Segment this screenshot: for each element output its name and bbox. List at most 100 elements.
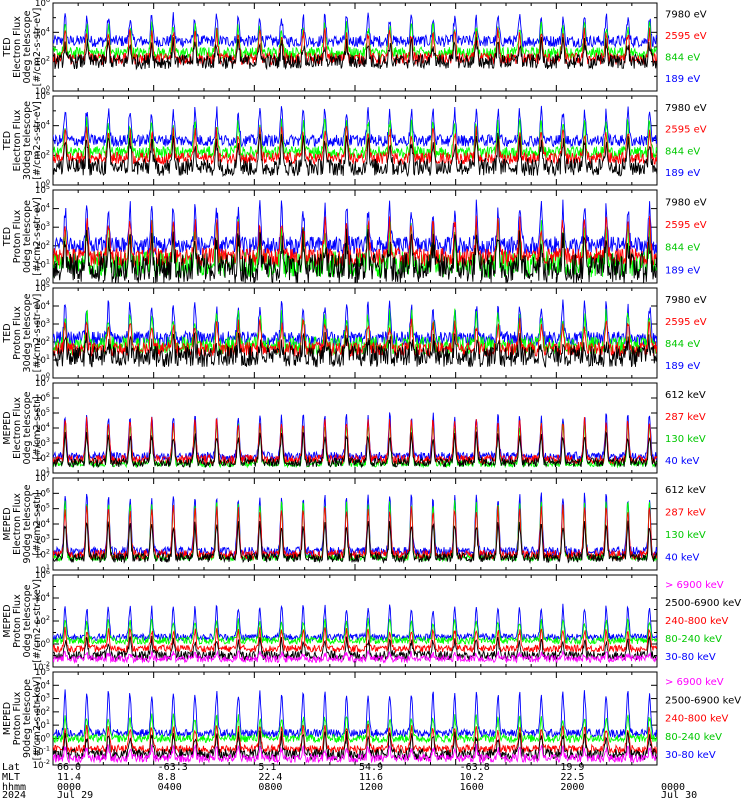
traces xyxy=(53,689,657,764)
series-line xyxy=(53,105,657,148)
series-line xyxy=(53,492,657,558)
footer-mlt: 11.4 xyxy=(57,772,81,783)
footer-mlt: 22.4 xyxy=(258,772,282,783)
legend-entry: 189 eV xyxy=(665,265,700,276)
legend-entry: 844 eV xyxy=(665,146,700,157)
footer-mlt: 8.8 xyxy=(158,772,176,783)
legend-entry: 287 keV xyxy=(665,508,706,519)
footer-lat: -63.3 xyxy=(158,762,188,773)
footer-row-label: Lat xyxy=(2,762,20,773)
series-line xyxy=(53,743,657,764)
legend-entry: > 6900 keV xyxy=(665,677,724,688)
legend-entry: 189 eV xyxy=(665,168,700,179)
series-line xyxy=(53,21,657,61)
footer-date: Jul 30 xyxy=(661,790,697,800)
footer-hhmm: 1200 xyxy=(359,782,383,793)
legend-entry: 7980 eV xyxy=(665,103,707,114)
y-axis-label: MEPEDProton Flux90deg telescope[#/cm2-s-… xyxy=(2,677,43,761)
series-line xyxy=(53,117,657,160)
y-axis-label: TEDProton Flux0deg telescope[#/cm2-s-str… xyxy=(2,197,43,276)
series-line xyxy=(53,299,657,348)
legend-entry: 612 keV xyxy=(665,485,706,496)
footer-hhmm: 0000 xyxy=(57,782,81,793)
legend-entry: 612 keV xyxy=(665,390,706,401)
series-line xyxy=(53,228,657,283)
traces xyxy=(53,492,657,564)
legend-entry: 40 keV xyxy=(665,456,699,467)
traces xyxy=(53,105,657,178)
footer-hhmm: 2000 xyxy=(560,782,584,793)
footer-mlt: 11.6 xyxy=(359,772,383,783)
series-line xyxy=(53,730,657,762)
footer-row-label: 2024 xyxy=(2,790,26,800)
y-axis-label: TEDProton Flux30deg telescope[#/cm2-s-st… xyxy=(2,293,43,372)
legend-entry: 2500-6900 keV xyxy=(665,695,741,706)
series-line xyxy=(53,723,657,755)
legend-entry: 130 keV xyxy=(665,530,706,541)
legend-entry: 2595 eV xyxy=(665,317,707,328)
legend-entry: 189 eV xyxy=(665,74,700,85)
legend-entry: > 6900 keV xyxy=(665,580,724,591)
series-line xyxy=(53,617,657,646)
legend-entry: 240-800 keV xyxy=(665,714,729,725)
traces xyxy=(53,199,657,283)
legend-entry: 240-800 keV xyxy=(665,616,729,627)
series-line xyxy=(53,430,657,469)
y-axis-label: TEDElectron Flux0deg telescope[#/cm2-s-s… xyxy=(2,8,43,87)
series-line xyxy=(53,689,657,739)
legend-entry: 30-80 keV xyxy=(665,652,716,663)
legend-entry: 2595 eV xyxy=(665,125,707,136)
legend-entry: 2500-6900 keV xyxy=(665,598,741,609)
legend-entry: 7980 eV xyxy=(665,295,707,306)
footer-lat: 54.9 xyxy=(359,762,383,773)
legend-entry: 7980 eV xyxy=(665,10,707,21)
footer-lat: 19.9 xyxy=(560,762,584,773)
legend-entry: 130 keV xyxy=(665,434,706,445)
series-line xyxy=(53,649,657,664)
footer-lat: -63.8 xyxy=(460,762,490,773)
series-line xyxy=(53,626,657,654)
traces xyxy=(53,12,657,71)
legend-entry: 40 keV xyxy=(665,553,699,564)
legend-entry: 189 eV xyxy=(665,361,700,372)
footer-row-label: hhmm xyxy=(2,782,26,793)
footer-lat: 66.0 xyxy=(57,762,81,773)
series-line xyxy=(53,332,657,368)
y-axis-label: MEPEDProton Flux0deg telescope[#/cm2-s-s… xyxy=(2,579,43,663)
legend-entry: 844 eV xyxy=(665,243,700,254)
series-line xyxy=(53,412,657,463)
traces xyxy=(53,412,657,469)
footer-row-label: MLT xyxy=(2,772,20,783)
footer-hhmm: 0800 xyxy=(258,782,282,793)
traces xyxy=(53,603,657,664)
traces xyxy=(53,299,657,368)
series-line xyxy=(53,603,657,643)
footer-hhmm: 1600 xyxy=(460,782,484,793)
footer-lat: 5.1 xyxy=(258,762,276,773)
series-line xyxy=(53,36,657,71)
series-line xyxy=(53,125,657,166)
footer-hhmm: 0000 xyxy=(661,782,685,793)
legend-entry: 844 eV xyxy=(665,339,700,350)
series-line xyxy=(53,635,657,662)
legend-entry: 30-80 keV xyxy=(665,750,716,761)
y-axis-label: MEPEDElectron Flux0deg telescope[#/cm2-s… xyxy=(2,391,43,464)
legend-entry: 80-240 keV xyxy=(665,732,722,743)
series-line xyxy=(53,12,657,49)
series-line xyxy=(53,520,657,564)
series-line xyxy=(53,132,657,178)
series-line xyxy=(53,215,657,268)
footer-mlt: 22.5 xyxy=(560,772,584,783)
legend-entry: 2595 eV xyxy=(665,31,707,42)
footer-hhmm: 0400 xyxy=(158,782,182,793)
series-line xyxy=(53,713,657,744)
